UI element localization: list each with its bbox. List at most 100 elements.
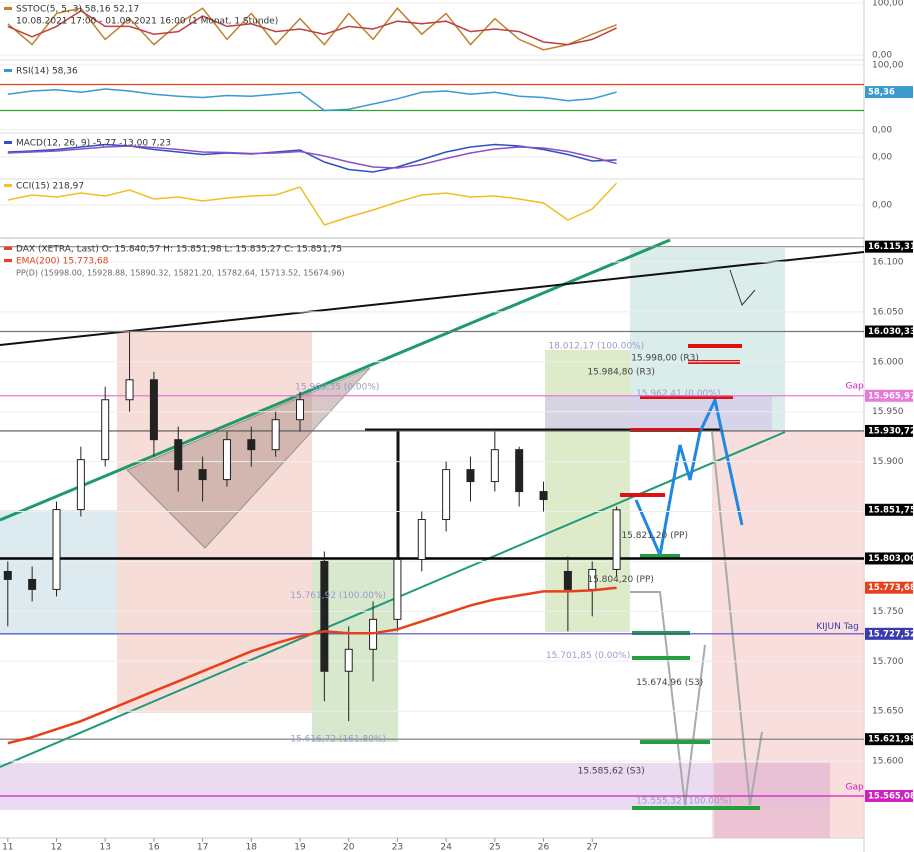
candle-body [320, 560, 329, 672]
x-tick-label: 17 [197, 843, 208, 852]
x-tick-label: 13 [99, 843, 110, 852]
series-line [7, 182, 618, 226]
price-tag [865, 325, 913, 338]
price-tag-label: 15.803,00 [868, 554, 914, 564]
y-tick-label: 15.600 [872, 757, 904, 767]
x-tick-label: 11 [2, 843, 13, 852]
series-line [7, 586, 617, 745]
price-tag-label: 15.565,08 [868, 791, 914, 801]
price-tag-label: 58,36 [868, 88, 895, 98]
price-tag-label: 15.773,68 [868, 583, 914, 593]
x-tick-label: 24 [440, 843, 452, 852]
candle-body [515, 449, 524, 493]
x-tick-label: 18 [246, 843, 258, 852]
y-tick-label: 0,00 [872, 153, 892, 163]
price-tag [865, 240, 913, 253]
candle-body [3, 570, 12, 580]
panel-title: DAX (XETRA, Last) O: 15.840,57 H: 15.851… [16, 245, 342, 255]
candle-body [174, 439, 183, 471]
y-tick-label: 0,00 [872, 126, 892, 136]
annotation: 15.761,92 (100.00%) [290, 591, 386, 601]
x-tick-label: 25 [489, 843, 500, 852]
candle-body [563, 570, 572, 590]
y-tick-label: 0,00 [872, 51, 892, 61]
candle-body [222, 439, 231, 481]
candle-body [539, 491, 548, 501]
x-tick-label: 19 [294, 843, 306, 852]
price-tag [865, 581, 913, 594]
candle-body [417, 519, 426, 560]
annotation: 15.555,32 (100.00%) [636, 797, 732, 807]
candle-body [296, 399, 305, 421]
legend-swatch [4, 141, 12, 144]
annotation: 15.821,20 (PP) [621, 531, 688, 541]
legend-swatch [4, 247, 12, 250]
y-tick-label: 15.700 [872, 657, 904, 667]
panel-subtitle: 10.08.2021 17:00 - 01.09.2021 16:00 (1 M… [16, 17, 278, 27]
y-tick-label: 16.100 [872, 257, 904, 267]
candle-body [490, 449, 499, 483]
price-tag-label: 15.727,52 [868, 629, 914, 639]
price-tag-label: 16.115,31 [868, 242, 914, 252]
series-line [7, 88, 617, 112]
legend-note: PP(D) (15998.00, 15928.88, 15890.32, 158… [16, 269, 345, 278]
panel-title: SSTOC(5, 5, 3) 58,16 52,17 [16, 5, 139, 15]
candle-body [247, 439, 256, 451]
x-tick-label: 23 [392, 843, 403, 852]
triangle [126, 367, 371, 549]
annotation: Gap [845, 381, 863, 391]
price-tag [865, 733, 913, 746]
zone [714, 763, 830, 838]
support-marks [632, 554, 760, 810]
candle-body [76, 459, 85, 511]
y-tick-label: 15.900 [872, 457, 904, 467]
x-tick-label: 20 [343, 843, 355, 852]
price-tag [865, 627, 913, 640]
annotation: 15.962,41 (0.00%) [636, 389, 720, 399]
x-tick-label: 26 [538, 843, 550, 852]
price-tag-label: 15.965,97 [868, 391, 914, 401]
forecast-arrow [630, 591, 706, 806]
y-tick-label: 0,00 [872, 201, 892, 211]
candle-body [149, 379, 158, 441]
legend-swatch [4, 7, 12, 10]
forecast-arrow [711, 431, 763, 806]
price-tag-label: 15.930,72 [868, 426, 914, 436]
x-tick-label: 16 [148, 843, 160, 852]
price-tag [865, 86, 913, 99]
zone [0, 763, 830, 810]
legend-swatch [4, 184, 12, 187]
price-tag [865, 552, 913, 565]
annotation: 15.804,20 (PP) [587, 575, 654, 585]
price-tag-label: 15.851,75 [868, 505, 914, 515]
annotation: 15.701,85 (0.00%) [546, 651, 630, 661]
y-tick-label: 15.950 [872, 407, 904, 417]
price-tag [865, 503, 913, 516]
x-tick-label: 12 [51, 843, 62, 852]
annotation: Gap [845, 783, 863, 793]
y-tick-label: 16.050 [872, 307, 904, 317]
x-tick-label: 27 [587, 843, 598, 852]
candle-body [442, 469, 451, 521]
y-tick-label: 15.750 [872, 607, 904, 617]
candle-body [198, 469, 207, 481]
y-tick-label: 100,00 [872, 0, 904, 9]
annotation: KIJUN Tag [816, 622, 859, 632]
legend-swatch [4, 69, 12, 72]
series-line [7, 143, 617, 173]
price-tag-label: 15.621,98 [868, 735, 914, 745]
y-tick-label: 16.000 [872, 357, 904, 367]
candle-body [52, 509, 61, 590]
price-tag-label: 16.030,33 [868, 327, 914, 337]
candle-body [28, 578, 37, 590]
layout [0, 0, 865, 852]
trend-line [0, 251, 865, 346]
price-tag [865, 424, 913, 437]
candle-body [271, 419, 280, 451]
annotation: 15.998,00 (R3) [631, 353, 699, 363]
legend-entry: EMA(200) 15.773,68 [16, 257, 109, 267]
series-line [7, 9, 617, 46]
annotation: 15.969,35 (0.00%) [295, 382, 379, 392]
price-tag [865, 789, 913, 802]
